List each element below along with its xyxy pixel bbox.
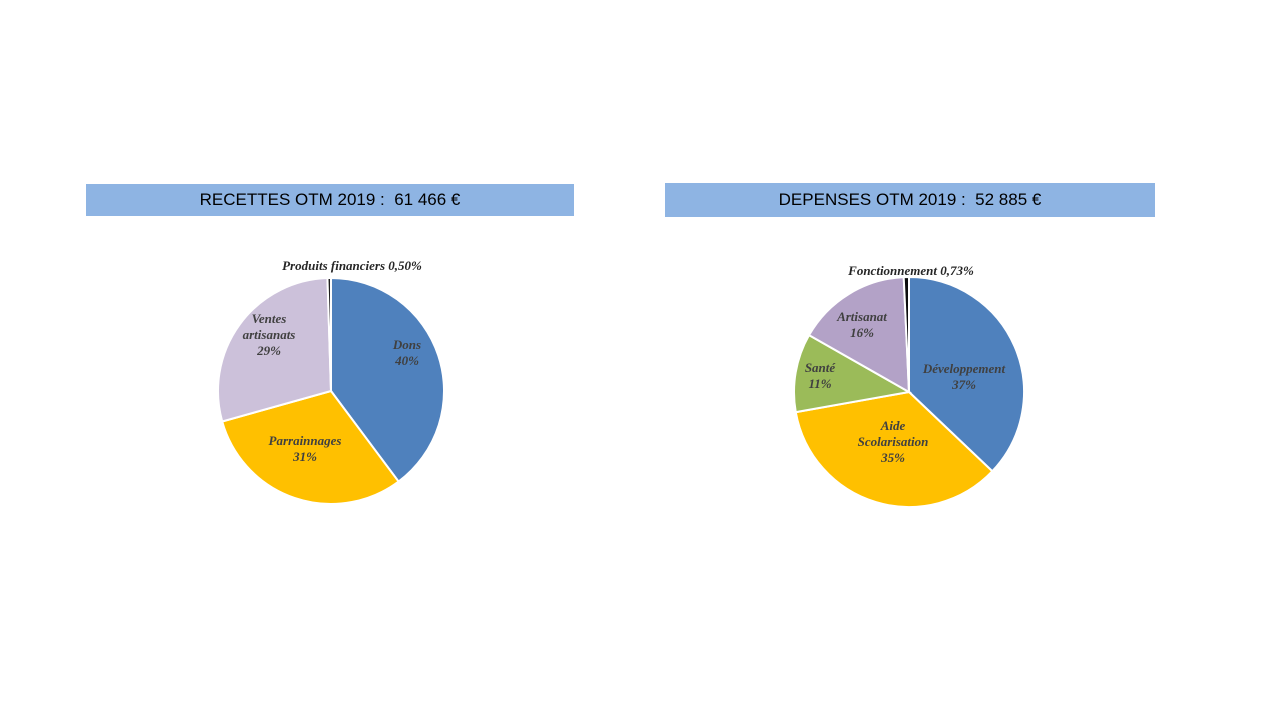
pie-slice-developpement (908, 275, 1025, 473)
pie-slice-aide-scolarisation (794, 390, 994, 508)
pie-slice-produits-financiers (326, 276, 332, 392)
pie-slice-artisanat (807, 276, 911, 394)
slice-label-artisanat: Artisanat 16% (836, 309, 887, 340)
slice-label-dons: Dons 40% (392, 337, 421, 368)
slice-label-produits-financiers: Produits financiers 0,50% (282, 258, 422, 273)
pie-slice-sante (793, 333, 912, 414)
slice-label-developpement: Développement 37% (922, 361, 1006, 392)
expense-title-banner: DEPENSES OTM 2019 : 52 885 € (665, 183, 1155, 217)
slice-label-aide-scolarisation: Aide Scolarisation 35% (858, 418, 929, 465)
revenue-title-banner: RECETTES OTM 2019 : 61 466 € (86, 184, 574, 216)
slice-label-sante: Santé 11% (805, 360, 837, 391)
pie-slice-dons (330, 276, 445, 483)
slice-label-ventes-artisanats: Ventes artisanats 29% (243, 311, 296, 358)
pie-slice-parrainnages (220, 389, 400, 505)
slice-label-fonctionnement: Fonctionnement 0,73% (847, 263, 974, 278)
slice-label-parrainnages: Parrainnages 31% (269, 433, 342, 464)
pie-slice-ventes-artisanats (217, 277, 333, 423)
pie-slice-fonctionnement (902, 275, 910, 393)
